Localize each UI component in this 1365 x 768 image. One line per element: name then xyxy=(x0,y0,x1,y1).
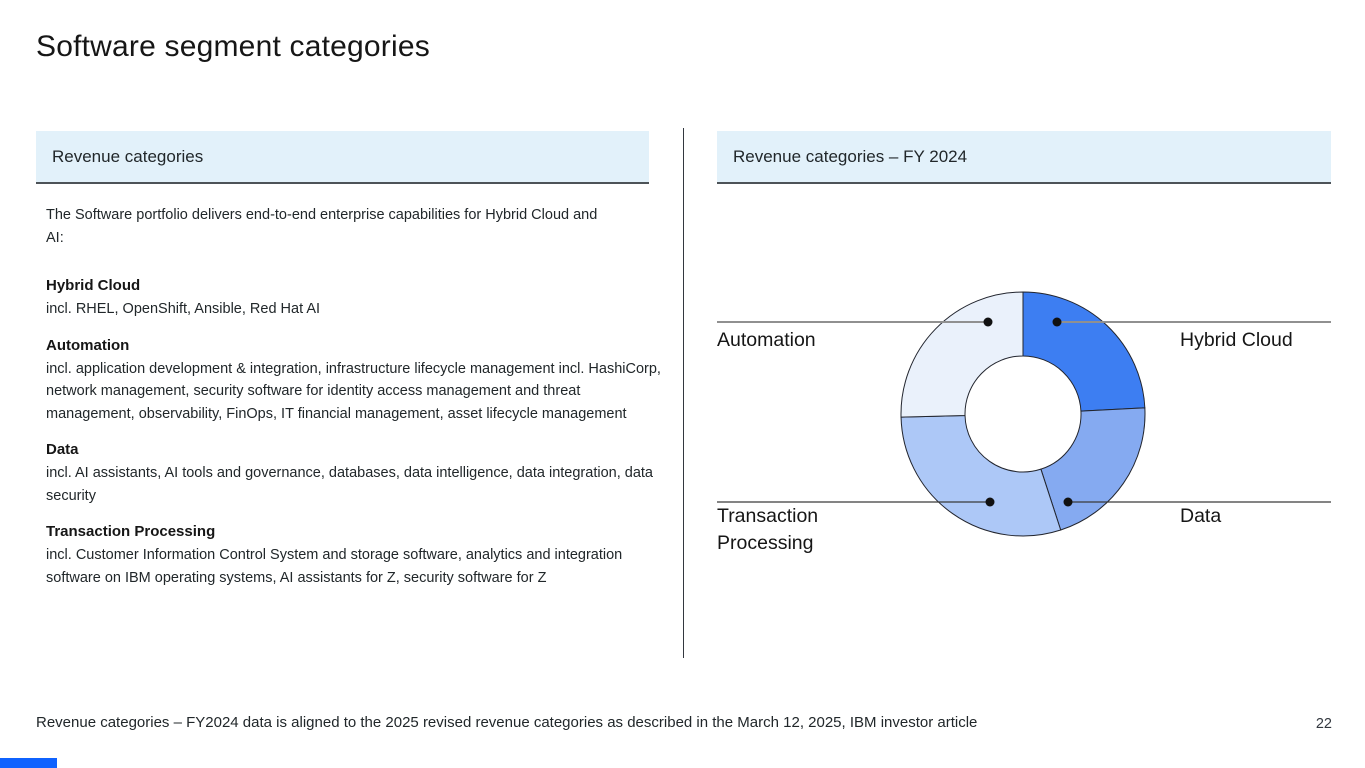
panel-divider xyxy=(683,128,684,658)
chart-label-data: Data xyxy=(1180,505,1222,527)
category-name: Automation xyxy=(46,336,130,354)
donut-segments xyxy=(900,291,1146,537)
revenue-donut-chart xyxy=(717,291,1331,537)
callout-dot xyxy=(1063,497,1073,507)
page-title: Software segment categories xyxy=(36,30,430,63)
category-name: Data xyxy=(46,441,79,458)
page-number: 22 xyxy=(1315,716,1332,732)
chart-label-automation: Automation xyxy=(717,329,816,351)
category-name: Hybrid Cloud xyxy=(46,277,141,294)
ibm-accent-bar xyxy=(0,758,57,768)
category-name: Transaction Processing xyxy=(46,523,216,540)
donut-segment-hybrid-cloud xyxy=(1022,291,1146,412)
category-description: incl. Customer Information Control Syste… xyxy=(46,547,623,586)
category-description: incl. AI assistants, AI tools and govern… xyxy=(46,465,653,504)
category-transaction-processing: Transaction Processing incl. Customer In… xyxy=(46,521,661,589)
right-panel-header: Revenue categories – FY 2024 xyxy=(717,131,1331,184)
chart-label-hybrid-cloud: Hybrid Cloud xyxy=(1180,329,1293,351)
donut-chart-area: Automation Hybrid Cloud Transaction Proc… xyxy=(717,184,1331,657)
revenue-categories-panel: Revenue categories The Software portfoli… xyxy=(36,131,661,603)
left-panel-header: Revenue categories xyxy=(36,131,649,184)
category-hybrid-cloud: Hybrid Cloud incl. RHEL, OpenShift, Ansi… xyxy=(46,275,661,321)
revenue-chart-panel: Revenue categories – FY 2024 Automation … xyxy=(717,131,1331,657)
callout-dot xyxy=(983,317,993,327)
category-automation: Automation incl. application development… xyxy=(46,335,661,426)
donut-segment-transaction-processing xyxy=(900,414,1062,537)
chart-label-transaction-processing: Transaction Processing xyxy=(717,505,819,554)
donut-segment-automation xyxy=(900,291,1024,418)
callout-dot xyxy=(1052,317,1062,327)
category-description: incl. RHEL, OpenShift, Ansible, Red Hat … xyxy=(46,301,321,317)
left-panel-body: The Software portfolio delivers end-to-e… xyxy=(36,184,661,589)
donut-segment-data xyxy=(1040,407,1146,531)
footnote: Revenue categories – FY2024 data is alig… xyxy=(36,714,978,731)
callout-dot xyxy=(985,497,995,507)
portfolio-intro-text: The Software portfolio delivers end-to-e… xyxy=(46,207,598,246)
category-description: incl. application development & integrat… xyxy=(46,360,661,422)
callout-lines xyxy=(717,317,1331,507)
category-data: Data incl. AI assistants, AI tools and g… xyxy=(46,439,661,507)
